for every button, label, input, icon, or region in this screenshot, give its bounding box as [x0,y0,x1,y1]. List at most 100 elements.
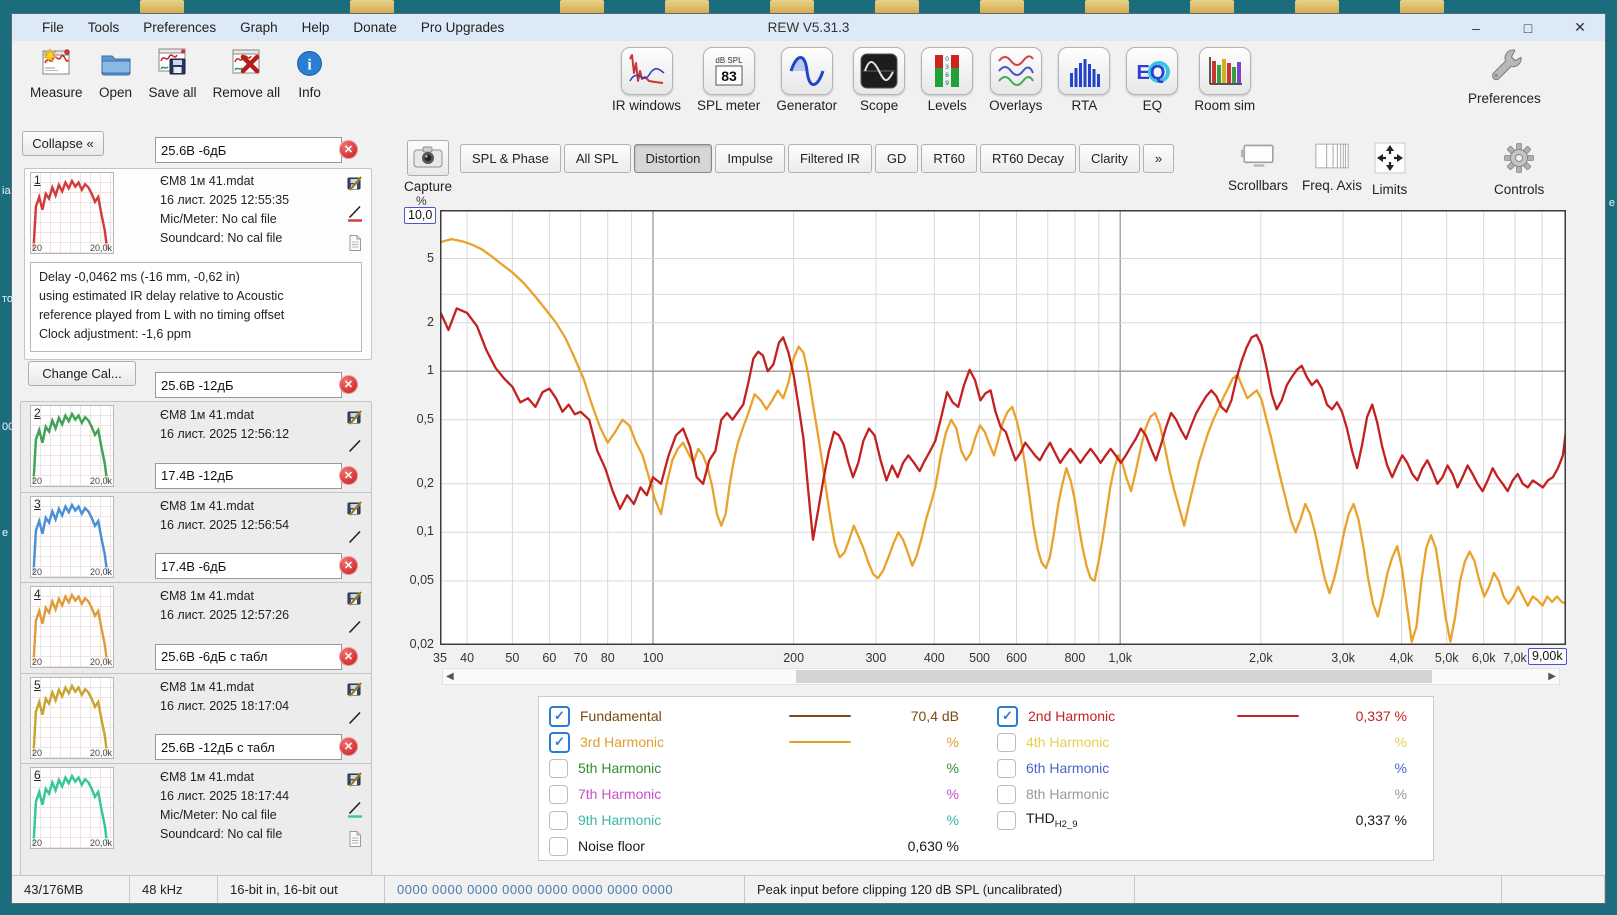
levels-button[interactable]: 0 3 6 9 Levels [913,45,981,115]
x-axis-max-field[interactable]: 9,00k [1528,648,1567,665]
x-tick-label: 500 [969,651,990,665]
delete-measurement-button[interactable]: ✕ [339,140,358,159]
notes-icon[interactable] [346,234,364,252]
trace-edit-icon[interactable] [346,710,364,728]
trace-edit-icon[interactable] [346,619,364,637]
open-button[interactable]: Open [91,47,141,102]
legend-label: 8th Harmonic [1026,786,1110,802]
tab-all-spl[interactable]: All SPL [563,144,631,173]
rta-button[interactable]: RTA [1050,45,1118,115]
tab-spl-phase[interactable]: SPL & Phase [460,144,561,173]
save-measurement-icon[interactable] [346,174,364,192]
collapse-button[interactable]: Collapse « [22,131,104,156]
measure-button[interactable]: Measure [22,45,91,102]
desktop-folder-icon [980,0,1024,13]
menu-help[interactable]: Help [301,20,330,35]
tab-distortion[interactable]: Distortion [633,144,713,173]
controls-button[interactable]: Controls [1494,142,1544,197]
tab-rt60[interactable]: RT60 [921,144,977,173]
menu-tools[interactable]: Tools [87,20,120,35]
legend-checkbox-4th-harmonic[interactable] [997,732,1016,752]
y-tick-label: 2 [427,314,434,329]
menu-donate[interactable]: Donate [353,20,397,35]
menu-file[interactable]: File [42,20,64,35]
freq-axis-button[interactable]: Freq. Axis [1302,142,1362,193]
overlays-button[interactable]: Overlays [981,45,1050,115]
measurement-thumbnail[interactable]: 1 20 20,0k [30,172,114,254]
trace-edit-icon[interactable] [346,204,364,222]
notes-icon[interactable] [346,830,364,848]
measurement-name-input[interactable] [155,462,342,489]
legend-checkbox-2nd-harmonic[interactable]: ✓ [997,705,1018,727]
close-button[interactable]: ✕ [1574,19,1586,35]
measurement-thumbnail[interactable]: 3 20 20,0k [30,495,114,578]
legend-checkbox-5th-harmonic[interactable] [549,758,568,778]
ir-windows-button[interactable]: IR windows [604,45,689,115]
delay-info-line: Clock adjustment: -1,6 ppm [39,327,192,341]
room-sim-button[interactable]: Room sim [1186,45,1263,115]
save-measurement-icon[interactable] [346,589,364,607]
measurement-thumbnail[interactable]: 2 20 20,0k [30,405,114,487]
tab-gd[interactable]: GD [874,144,919,173]
chart-h-scrollbar[interactable]: ◀ ▶ [442,668,1560,685]
measurement-name-input[interactable] [155,643,342,670]
limits-button[interactable]: Limits [1372,142,1407,197]
minimize-button[interactable]: – [1472,19,1480,36]
save-measurement-icon[interactable] [346,680,364,698]
info-button[interactable]: i Info [288,48,331,102]
legend-checkbox-9th-harmonic[interactable] [549,810,568,830]
legend-checkbox-3rd-harmonic[interactable]: ✓ [549,731,570,753]
tab-clarity[interactable]: Clarity [1079,144,1140,173]
spl-meter-button[interactable]: dB SPL 83 SPL meter [689,45,768,115]
scroll-right-icon[interactable]: ▶ [1548,671,1556,682]
measurement-name-input[interactable] [155,553,342,579]
delete-measurement-button[interactable]: ✕ [339,556,358,575]
scope-button[interactable]: Scope [845,45,913,115]
delete-measurement-button[interactable]: ✕ [339,646,358,666]
legend-checkbox-fundamental[interactable]: ✓ [549,705,570,727]
legend-checkbox-7th-harmonic[interactable] [549,784,568,804]
measurement-name-input[interactable] [155,137,342,163]
delete-measurement-button[interactable]: ✕ [339,465,358,485]
legend-label: 6th Harmonic [1026,760,1110,776]
tab-impulse[interactable]: Impulse [715,144,785,173]
tab-[interactable]: » [1142,144,1175,173]
measurement-thumbnail[interactable]: 6 20 20,0k [30,767,114,849]
scrollbars-button[interactable]: Scrollbars [1228,142,1288,193]
save-all-button[interactable]: Save all [141,45,205,102]
generator-button[interactable]: Generator [768,45,845,115]
measurement-thumbnail[interactable]: 4 20 20,0k [30,586,114,668]
trace-edit-icon[interactable] [346,438,364,456]
tab-filtered-ir[interactable]: Filtered IR [787,144,872,173]
y-axis-max-field[interactable]: 10,0 [404,207,437,224]
delete-measurement-button[interactable]: ✕ [339,737,358,756]
chart-scroll-thumb[interactable] [796,670,1432,683]
preferences-label: Preferences [1468,91,1541,106]
maximize-button[interactable]: □ [1523,19,1533,36]
eq-button[interactable]: EQ EQ [1118,45,1186,115]
trace-edit-icon[interactable] [346,529,364,547]
preferences-button[interactable]: Preferences [1460,45,1549,108]
menu-preferences[interactable]: Preferences [143,20,217,35]
measurement-name-input[interactable] [155,734,342,760]
camera-icon[interactable] [407,140,450,176]
legend-checkbox-6th-harmonic[interactable] [997,758,1016,778]
measurement-thumbnail[interactable]: 5 20 20,0k [30,676,114,759]
measurement-name-input[interactable] [155,372,342,398]
legend-checkbox-thd[interactable] [997,810,1016,830]
menu-graph[interactable]: Graph [240,20,278,35]
trace-edit-icon[interactable] [346,800,364,818]
legend-checkbox-8th-harmonic[interactable] [997,784,1016,804]
menu-pro-upgrades[interactable]: Pro Upgrades [420,20,505,35]
change-cal-button[interactable]: Change Cal... [28,361,136,386]
capture-button[interactable]: Capture [404,140,452,194]
delete-measurement-button[interactable]: ✕ [339,375,358,394]
chart-plot[interactable] [440,210,1566,645]
save-measurement-icon[interactable] [346,770,364,788]
remove-all-button[interactable]: Remove all [205,45,289,102]
tab-rt60-decay[interactable]: RT60 Decay [979,144,1076,173]
legend-checkbox-noise-floor[interactable] [549,836,568,856]
save-measurement-icon[interactable] [346,499,364,517]
save-measurement-icon[interactable] [346,408,364,426]
scroll-left-icon[interactable]: ◀ [446,671,454,682]
